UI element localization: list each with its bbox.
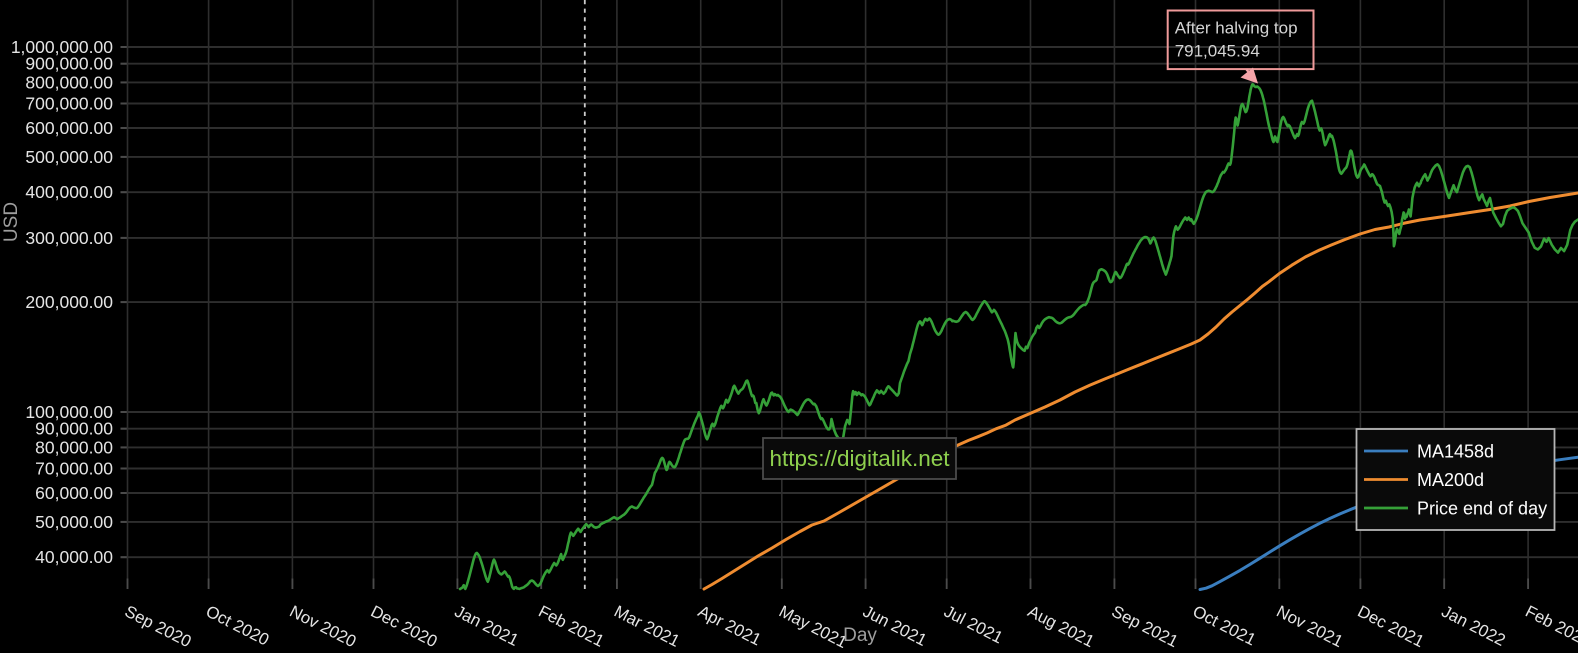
svg-text:40,000.00: 40,000.00	[35, 547, 113, 567]
svg-text:70,000.00: 70,000.00	[35, 459, 113, 479]
svg-text:1,000,000.00: 1,000,000.00	[11, 37, 113, 57]
svg-text:800,000.00: 800,000.00	[25, 72, 113, 92]
svg-text:After halving top: After halving top	[1175, 19, 1298, 38]
svg-text:791,045.94: 791,045.94	[1175, 42, 1260, 61]
svg-text:90,000.00: 90,000.00	[35, 419, 113, 439]
svg-text:600,000.00: 600,000.00	[25, 118, 113, 138]
svg-text:Price end of day: Price end of day	[1417, 499, 1547, 519]
svg-text:700,000.00: 700,000.00	[25, 94, 113, 114]
svg-text:80,000.00: 80,000.00	[35, 437, 113, 457]
svg-text:MA1458d: MA1458d	[1417, 442, 1494, 462]
svg-text:100,000.00: 100,000.00	[25, 402, 113, 422]
svg-text:Day: Day	[843, 625, 877, 646]
svg-text:500,000.00: 500,000.00	[25, 147, 113, 167]
svg-text:https://digitalik.net: https://digitalik.net	[769, 446, 950, 471]
svg-text:USD: USD	[1, 202, 22, 242]
svg-text:200,000.00: 200,000.00	[25, 292, 113, 312]
svg-text:50,000.00: 50,000.00	[35, 512, 113, 532]
svg-text:60,000.00: 60,000.00	[35, 483, 113, 503]
svg-text:300,000.00: 300,000.00	[25, 228, 113, 248]
svg-text:400,000.00: 400,000.00	[25, 182, 113, 202]
svg-text:MA200d: MA200d	[1417, 470, 1484, 490]
svg-text:900,000.00: 900,000.00	[25, 54, 113, 74]
